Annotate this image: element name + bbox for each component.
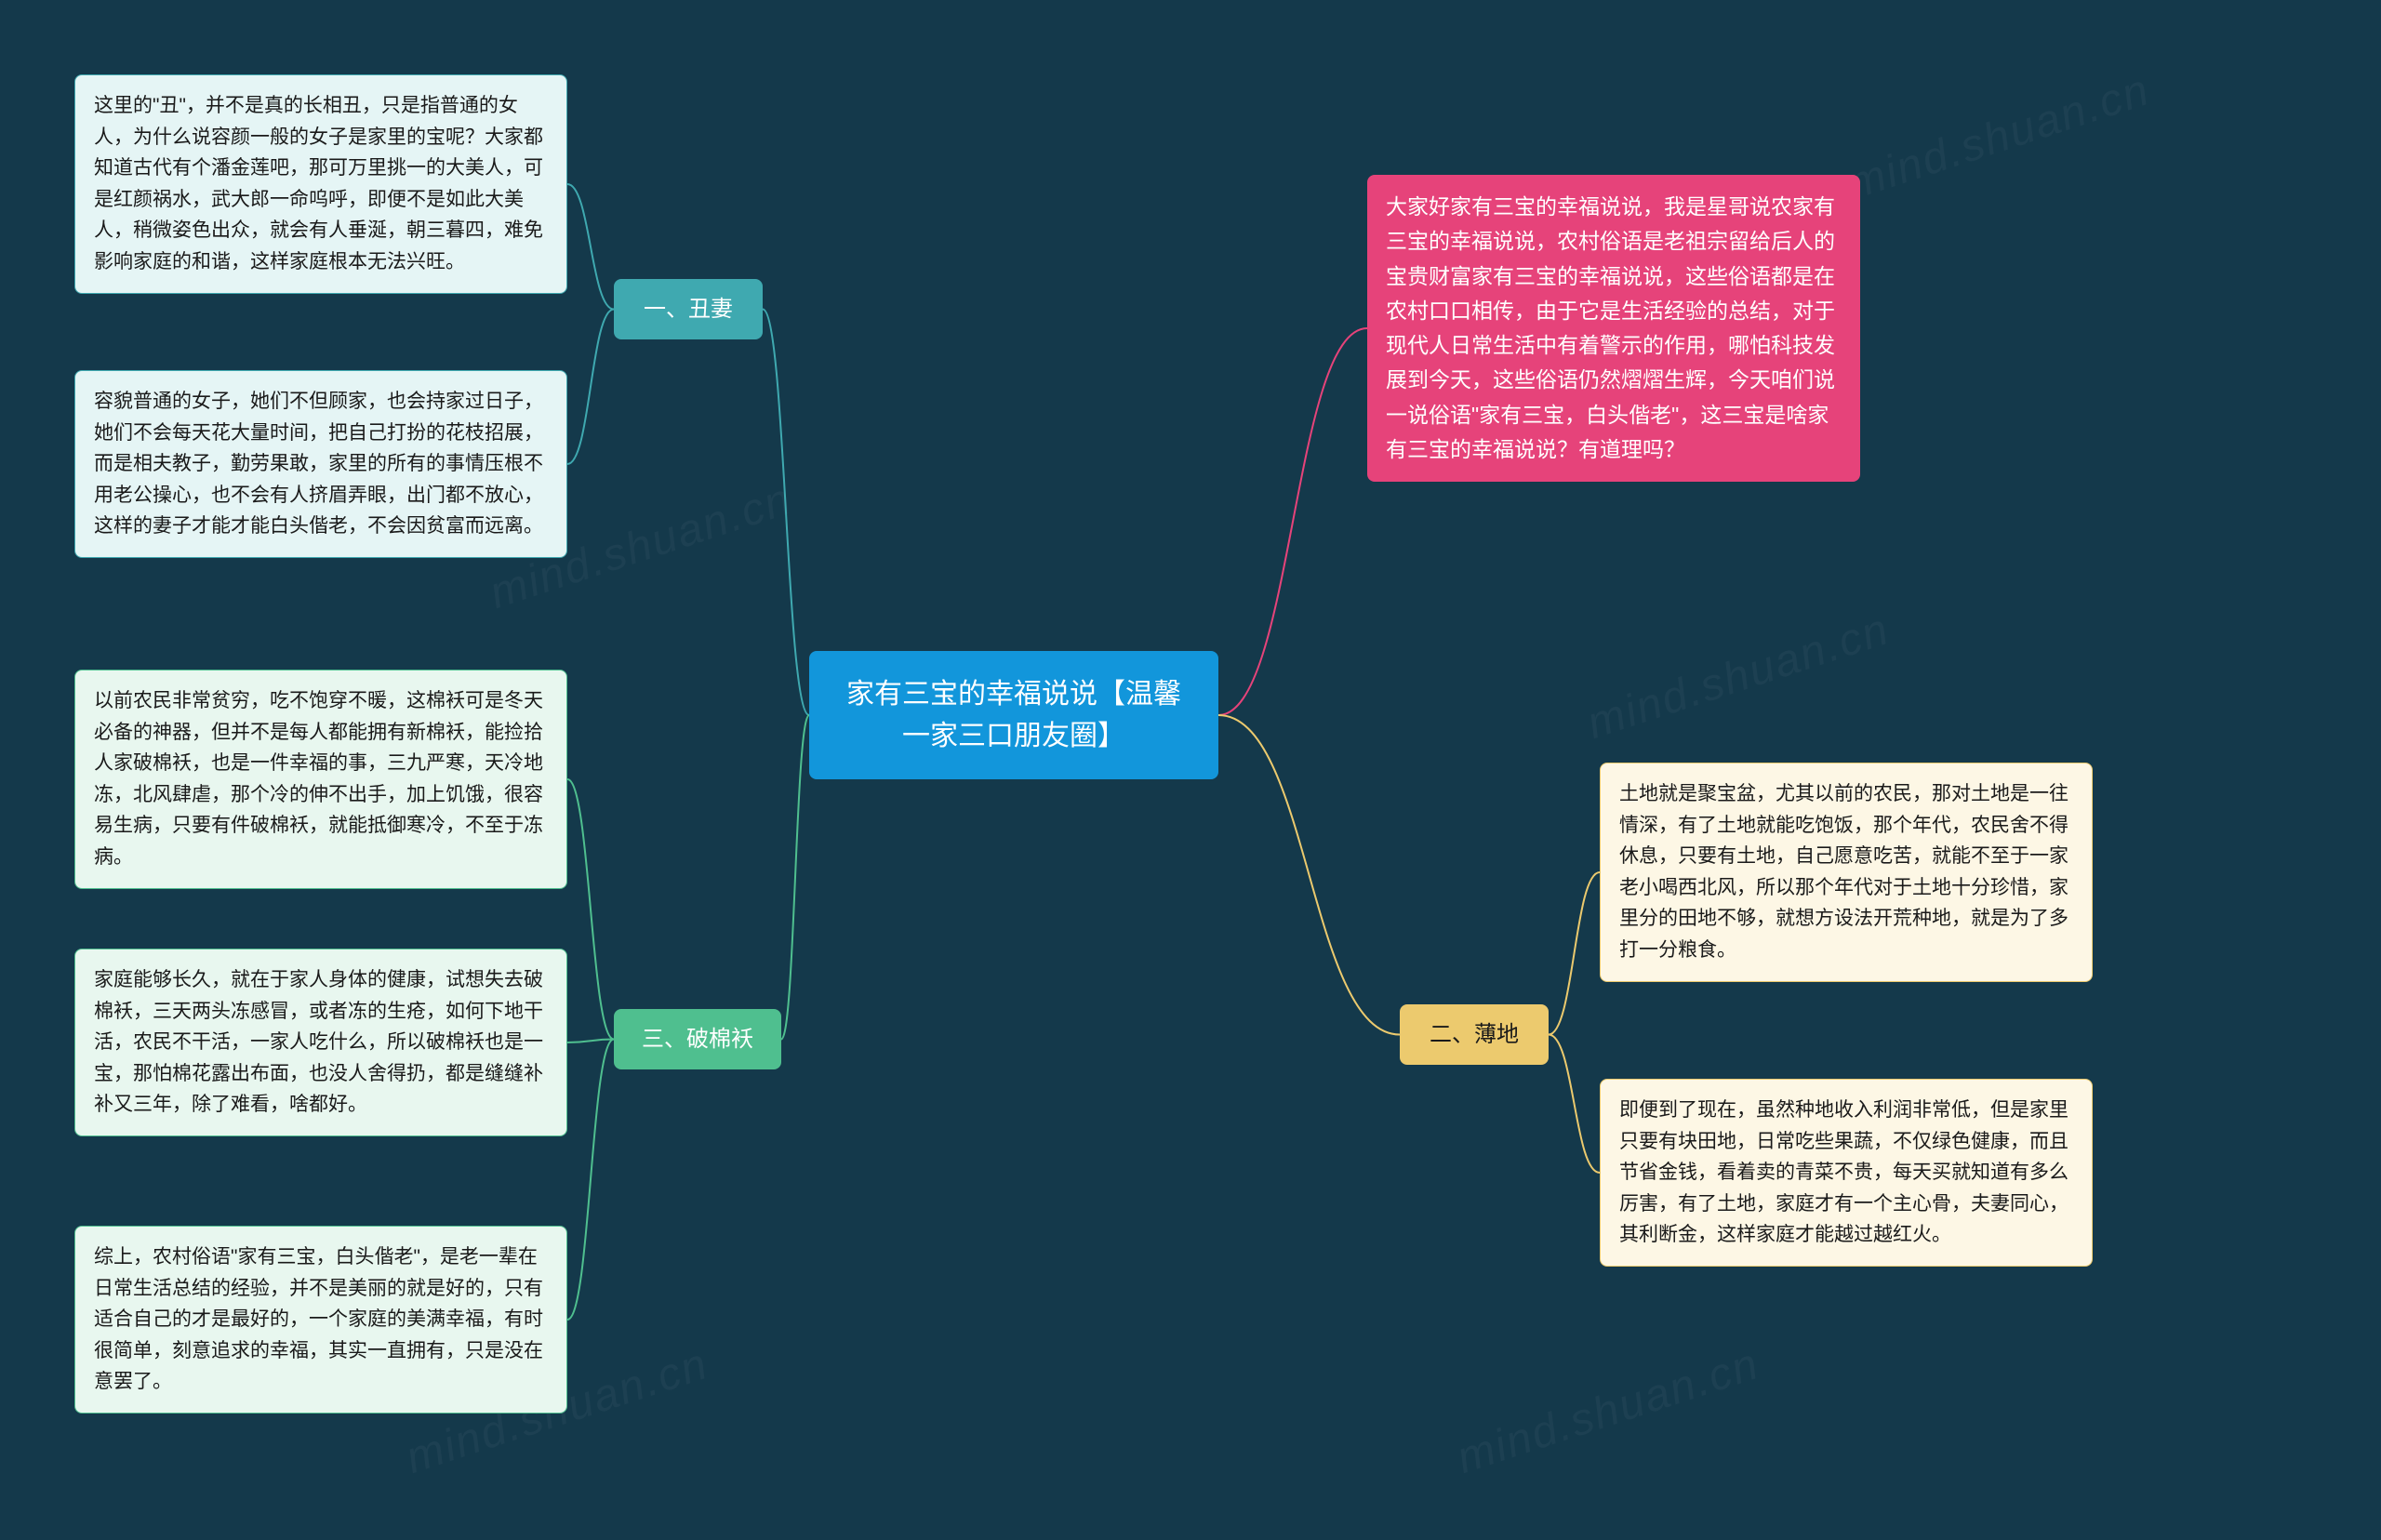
leaf-b2-0: 土地就是聚宝盆，尤其以前的农民，那对土地是一往情深，有了土地就能吃饱饭，那个年代…	[1600, 763, 2093, 982]
mindmap-canvas: mind.shuan.cnmind.shuan.cnmind.shuan.cnm…	[0, 0, 2381, 1540]
branch-b2: 二、薄地	[1400, 1004, 1549, 1065]
leaf-b2-1: 即便到了现在，虽然种地收入利润非常低，但是家里只要有块田地，日常吃些果蔬，不仅绿…	[1600, 1079, 2093, 1267]
leaf-b1-0: 这里的"丑"，并不是真的长相丑，只是指普通的女人，为什么说容颜一般的女子是家里的…	[74, 74, 567, 294]
root-node: 家有三宝的幸福说说【温馨一家三口朋友圈】	[809, 651, 1218, 779]
watermark: mind.shuan.cn	[1451, 1338, 1766, 1484]
watermark: mind.shuan.cn	[1581, 604, 1896, 750]
branch-b1: 一、丑妻	[614, 279, 763, 339]
leaf-b3-2: 综上，农村俗语"家有三宝，白头偕老"，是老一辈在日常生活总结的经验，并不是美丽的…	[74, 1226, 567, 1414]
leaf-b1-1: 容貌普通的女子，她们不但顾家，也会持家过日子，她们不会每天花大量时间，把自己打扮…	[74, 370, 567, 558]
branch-b3: 三、破棉袄	[614, 1009, 781, 1069]
intro-node: 大家好家有三宝的幸福说说，我是星哥说农家有三宝的幸福说说，农村俗语是老祖宗留给后…	[1367, 175, 1860, 482]
leaf-b3-0: 以前农民非常贫穷，吃不饱穿不暖，这棉袄可是冬天必备的神器，但并不是每人都能拥有新…	[74, 670, 567, 889]
watermark: mind.shuan.cn	[1842, 64, 2157, 210]
leaf-b3-1: 家庭能够长久，就在于家人身体的健康，试想失去破棉袄，三天两头冻感冒，或者冻的生疮…	[74, 949, 567, 1136]
